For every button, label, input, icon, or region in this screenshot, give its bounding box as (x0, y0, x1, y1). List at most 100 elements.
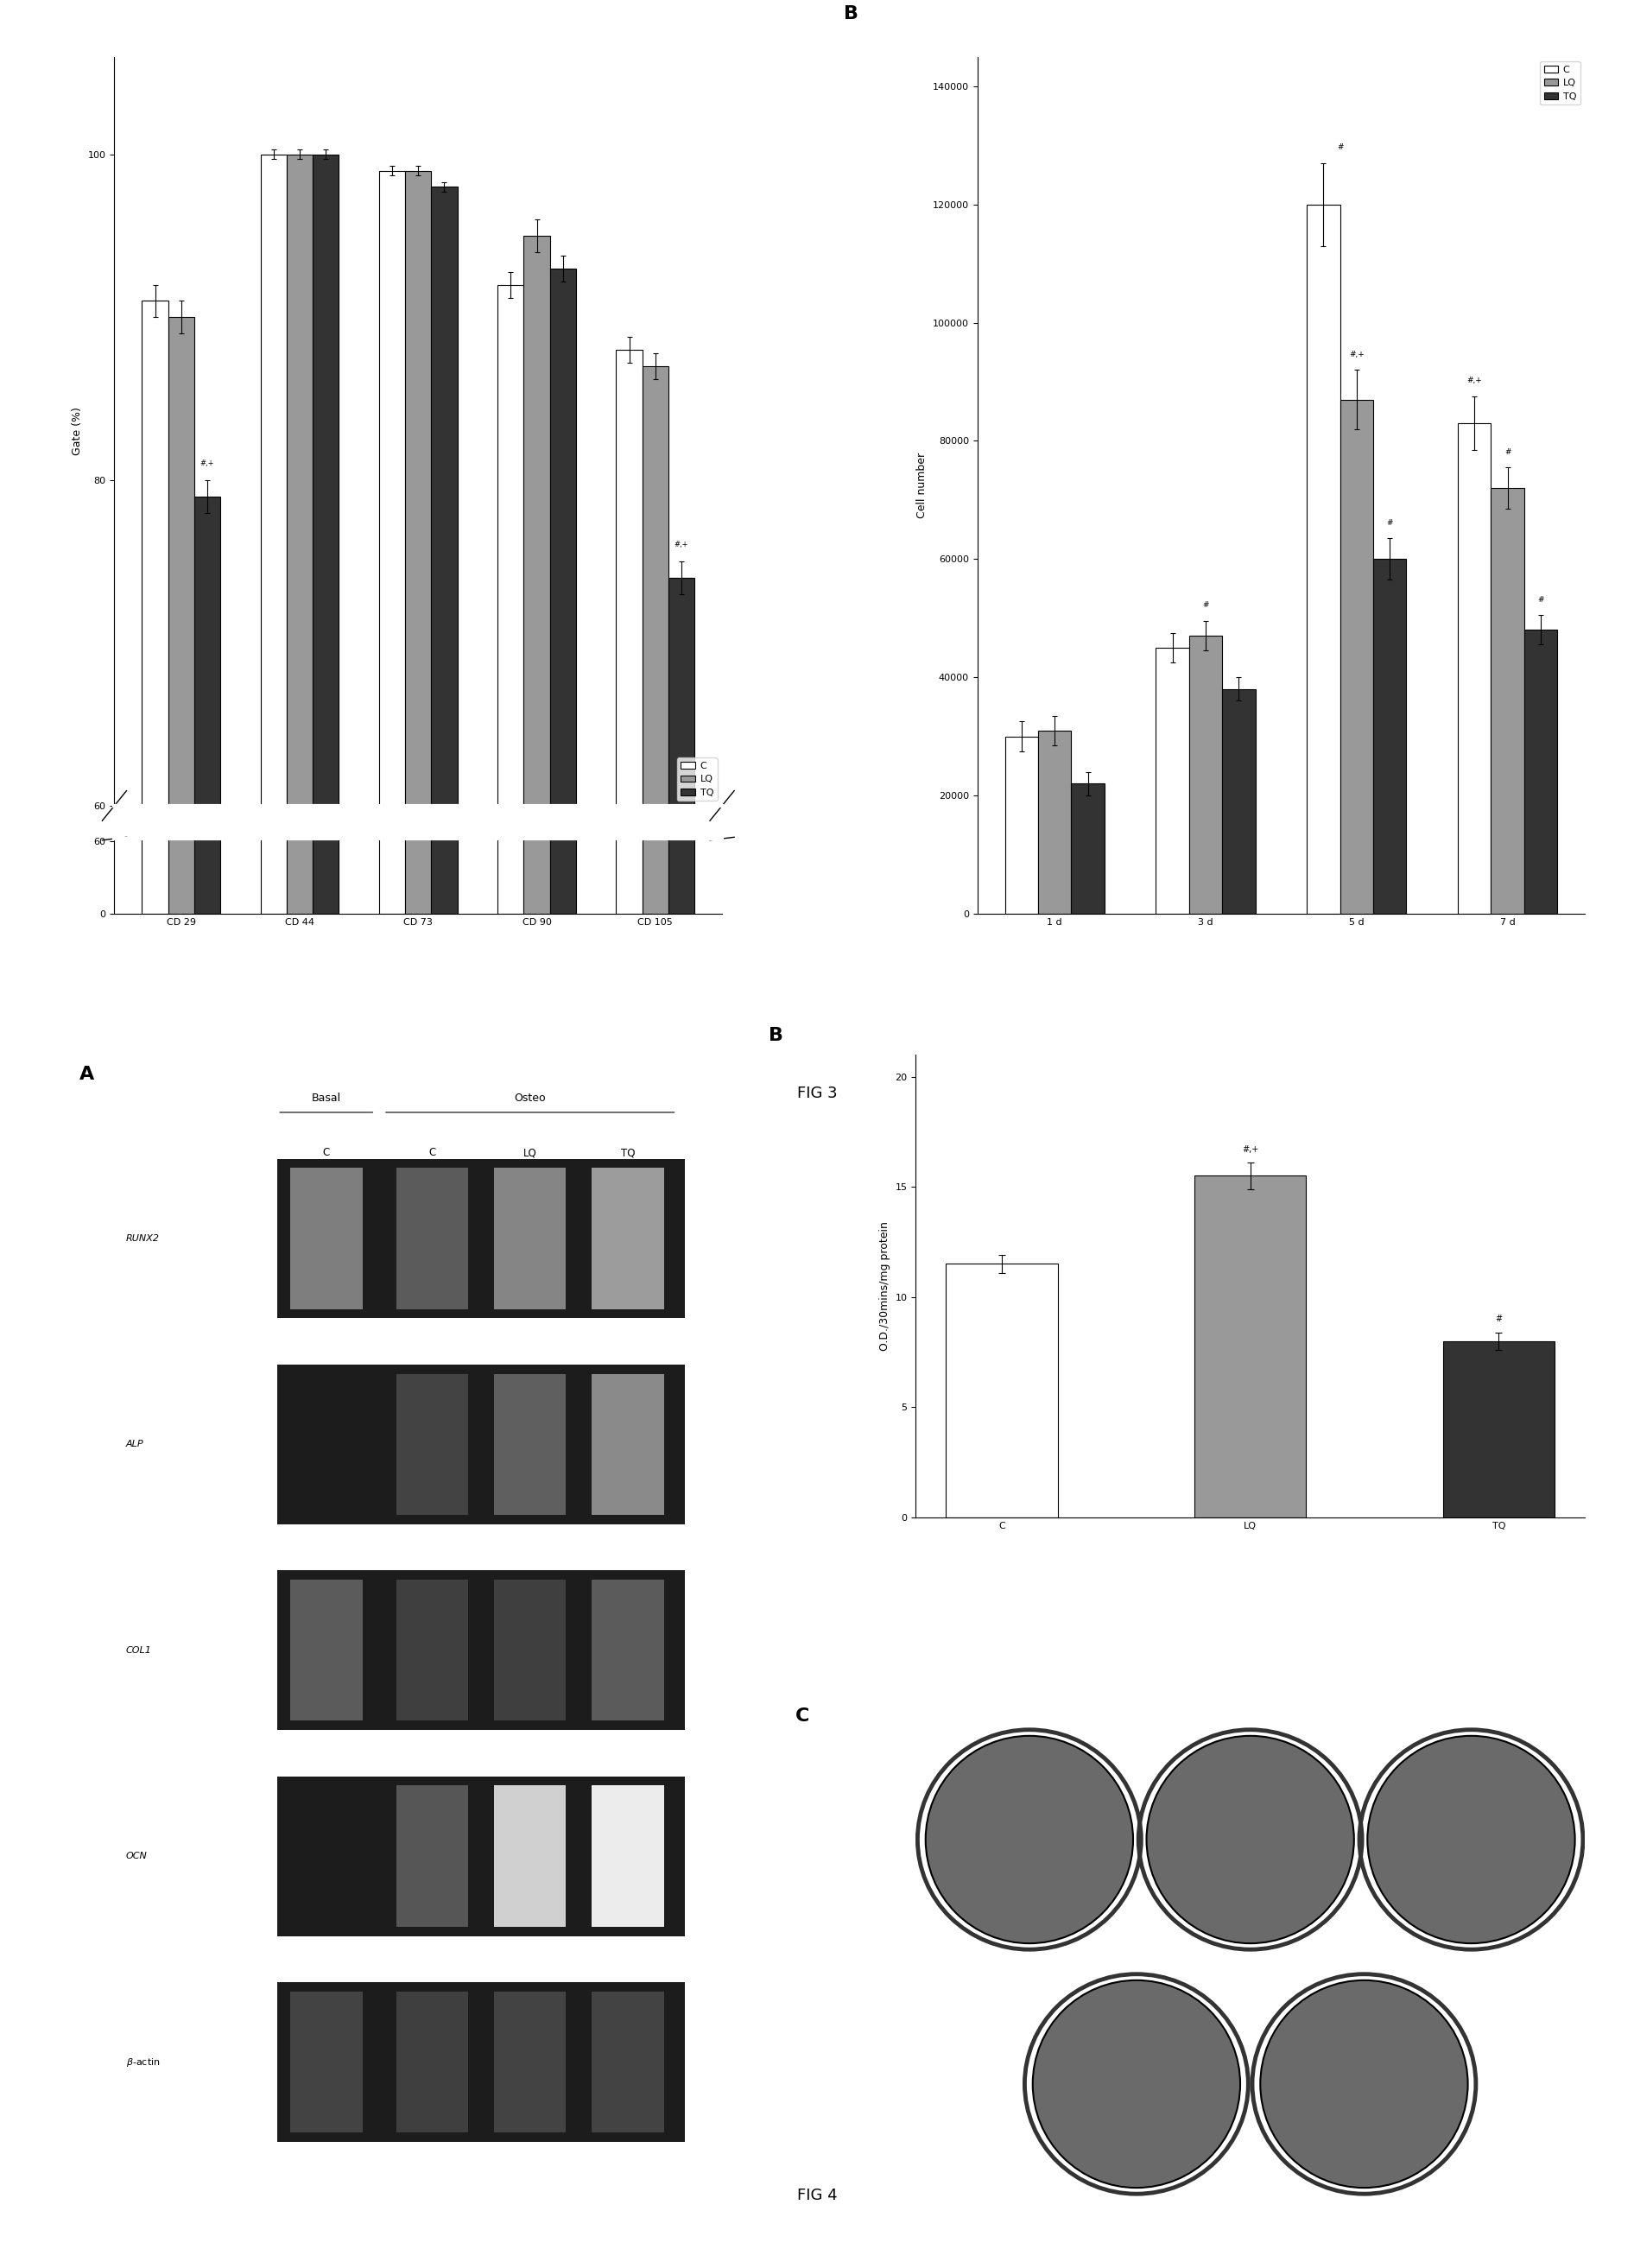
Text: $\beta$-actin: $\beta$-actin (126, 2057, 160, 2068)
Bar (1005, 737, 1038, 914)
Bar (1443, 1340, 1554, 1517)
Bar (405, 170, 431, 1783)
Bar (616, 349, 642, 1783)
Bar (286, 794, 312, 914)
Bar (642, 807, 668, 914)
Text: #: # (1538, 596, 1544, 603)
Bar (549, 268, 575, 1783)
Bar (498, 286, 525, 1783)
Bar (946, 1263, 1057, 1517)
Bar (278, 1365, 685, 1524)
Bar (395, 1168, 469, 1309)
Bar (395, 1581, 469, 1721)
Bar (592, 1785, 663, 1928)
Text: #: # (1387, 519, 1394, 526)
Bar (493, 1785, 565, 1928)
Bar (379, 170, 405, 1783)
Bar (1190, 635, 1222, 914)
Legend: C, LQ, TQ: C, LQ, TQ (1539, 61, 1580, 104)
Bar (668, 823, 694, 914)
Text: #: # (1337, 143, 1343, 152)
Ellipse shape (1147, 1735, 1355, 1944)
Bar (260, 154, 286, 1783)
Bar (549, 801, 575, 914)
Bar (291, 1581, 363, 1721)
Bar (291, 1168, 363, 1309)
Bar (1155, 649, 1190, 914)
Text: #: # (1203, 601, 1209, 610)
Ellipse shape (1033, 1980, 1240, 2189)
Bar (278, 1159, 685, 1318)
Bar (1458, 424, 1490, 914)
Text: #: # (1505, 447, 1511, 456)
Y-axis label: O.D./30mins/mg protein: O.D./30mins/mg protein (879, 1220, 891, 1352)
Bar (493, 1991, 565, 2132)
Ellipse shape (1368, 1735, 1575, 1944)
Y-axis label: Cell number: Cell number (917, 451, 928, 517)
Text: LC: LC (1154, 1746, 1167, 1755)
Ellipse shape (925, 1735, 1132, 1944)
Bar (493, 1374, 565, 1515)
Text: B: B (768, 1027, 783, 1043)
Bar (395, 1785, 469, 1928)
Bar (642, 365, 668, 1783)
Text: #: # (1495, 1315, 1502, 1325)
Bar (312, 794, 338, 914)
Bar (1340, 399, 1373, 914)
Text: Osteo: Osteo (515, 1093, 546, 1105)
Bar (395, 1374, 469, 1515)
Bar (431, 186, 458, 1783)
Bar (1038, 730, 1072, 914)
Bar (493, 1581, 565, 1721)
Text: LQ: LQ (523, 1148, 538, 1159)
Bar (194, 819, 221, 914)
Text: ALP: ALP (126, 1440, 144, 1449)
Text: LQ: LQ (1374, 1746, 1389, 1755)
Bar (431, 796, 458, 914)
Bar (525, 236, 549, 1783)
Bar (1222, 689, 1255, 914)
Bar (1194, 1175, 1306, 1517)
Bar (405, 794, 431, 914)
Legend: C, LQ, TQ: C, LQ, TQ (676, 758, 717, 801)
Bar (1490, 488, 1525, 914)
Text: TQ: TQ (1266, 1991, 1281, 1998)
Bar (592, 1581, 663, 1721)
Bar (616, 807, 642, 914)
Text: TQ: TQ (621, 1148, 636, 1159)
Text: C: C (322, 1148, 330, 1159)
Text: B: B (843, 5, 858, 23)
Text: #,+: #,+ (675, 540, 688, 549)
Bar (142, 803, 168, 914)
Bar (291, 1991, 363, 2132)
Bar (1525, 631, 1557, 914)
Bar (1373, 558, 1407, 914)
Text: #,+: #,+ (1467, 376, 1482, 386)
Bar (278, 1982, 685, 2141)
Bar (1072, 782, 1105, 914)
Text: RUNX2: RUNX2 (126, 1234, 160, 1243)
Bar (1307, 204, 1340, 914)
Text: FIG 4: FIG 4 (797, 2189, 837, 2202)
Text: #,+: #,+ (199, 458, 214, 467)
Bar (278, 1776, 685, 1937)
Text: FIG 3: FIG 3 (797, 1086, 837, 1100)
Text: Basal: Basal (312, 1093, 342, 1105)
Bar (525, 798, 549, 914)
Bar (312, 154, 338, 1783)
Bar (592, 1991, 663, 2132)
Text: COL1: COL1 (126, 1647, 152, 1656)
Bar (278, 1569, 685, 1730)
Ellipse shape (1260, 1980, 1467, 2189)
Bar (493, 1168, 565, 1309)
Text: C: C (428, 1148, 436, 1159)
Text: #,+: #,+ (1242, 1145, 1258, 1154)
Text: OCN: OCN (126, 1853, 147, 1860)
Bar (142, 302, 168, 1783)
Bar (395, 1991, 469, 2132)
Bar (286, 154, 312, 1783)
Bar (168, 805, 194, 914)
Bar (498, 803, 525, 914)
Bar (194, 497, 221, 1783)
Text: TC: TC (1039, 1991, 1052, 1998)
